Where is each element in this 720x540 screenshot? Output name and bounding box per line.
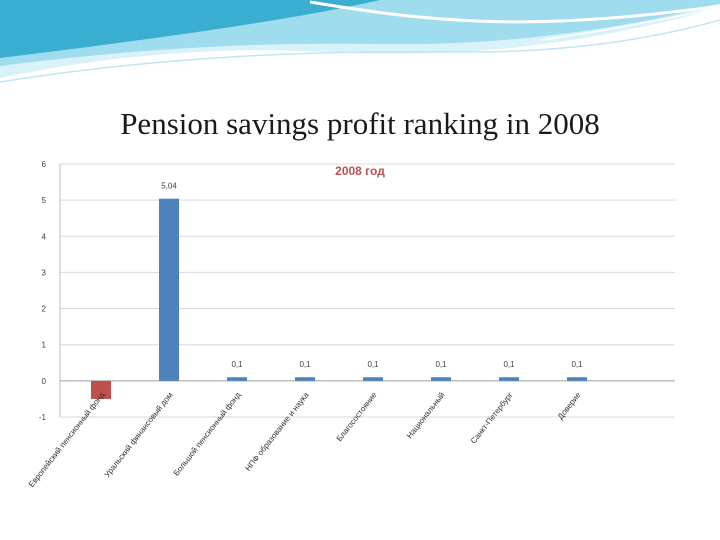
y-tick-label: 0: [42, 377, 47, 386]
bar: [159, 198, 179, 381]
category-label: Европейский пенсионный фонд: [27, 390, 107, 489]
category-label: НПФ образование и наука: [243, 390, 310, 473]
category-label: Уральский финансовый дом: [103, 391, 175, 480]
y-tick-label: 6: [42, 160, 47, 169]
category-label: Национальный: [405, 391, 447, 441]
y-axis: -1 0 1 2 3 4 5 6: [39, 160, 675, 422]
bar-value-label: 0,1: [571, 360, 583, 369]
bar-chart: -1 0 1 2 3 4 5 6 5,04 0,1 0,1 0,1 0,1 0,1 0,1 Европей…: [27, 160, 675, 489]
bar: [431, 377, 451, 381]
category-label: Санкт-Петербург: [469, 390, 515, 445]
bar-value-label: 5,04: [161, 182, 177, 191]
y-tick-label: 3: [42, 268, 47, 277]
bars: 5,04 0,1 0,1 0,1 0,1 0,1 0,1: [91, 182, 587, 399]
header-wave-decoration: [0, 0, 720, 83]
y-tick-label: 1: [42, 341, 47, 350]
y-tick-label: 4: [42, 232, 47, 241]
bar: [91, 380, 111, 399]
slide-title: Pension savings profit ranking in 2008: [120, 106, 600, 141]
y-tick-label: 5: [42, 196, 47, 205]
chart-title: 2008 год: [335, 164, 385, 178]
bar-value-label: 0,1: [503, 360, 515, 369]
bar: [363, 377, 383, 381]
category-label: Большой пенсионный фонд: [172, 390, 243, 477]
bar-value-label: 0,1: [231, 360, 243, 369]
bar-value-label: 0,1: [299, 360, 311, 369]
bar-value-label: 0,1: [367, 360, 379, 369]
bar: [567, 377, 587, 381]
bar: [227, 377, 247, 381]
y-tick-label: -1: [39, 413, 47, 422]
bar-value-label: 0,1: [435, 360, 447, 369]
y-tick-label: 2: [42, 305, 47, 314]
bar: [295, 377, 315, 381]
bar: [499, 377, 519, 381]
